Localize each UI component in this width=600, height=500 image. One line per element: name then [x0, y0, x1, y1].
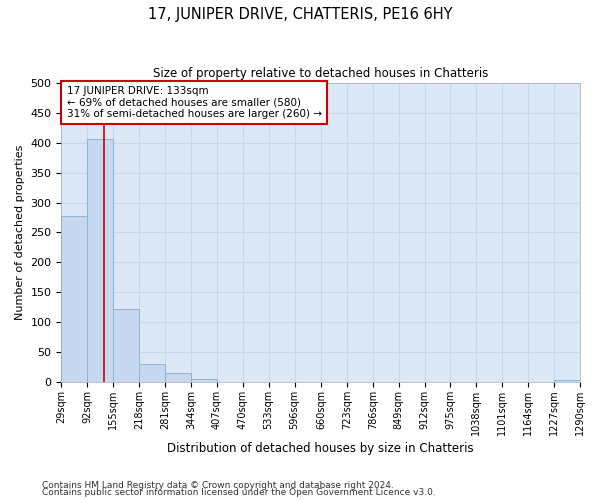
Text: 17 JUNIPER DRIVE: 133sqm
← 69% of detached houses are smaller (580)
31% of semi-: 17 JUNIPER DRIVE: 133sqm ← 69% of detach… — [67, 86, 322, 119]
Bar — [165, 373, 191, 382]
Bar — [113, 310, 139, 382]
Text: 17, JUNIPER DRIVE, CHATTERIS, PE16 6HY: 17, JUNIPER DRIVE, CHATTERIS, PE16 6HY — [148, 8, 452, 22]
Y-axis label: Number of detached properties: Number of detached properties — [15, 144, 25, 320]
Bar — [61, 216, 88, 382]
Text: Contains public sector information licensed under the Open Government Licence v3: Contains public sector information licen… — [42, 488, 436, 497]
Bar — [139, 364, 165, 382]
Bar — [191, 380, 217, 382]
Text: Contains HM Land Registry data © Crown copyright and database right 2024.: Contains HM Land Registry data © Crown c… — [42, 480, 394, 490]
Title: Size of property relative to detached houses in Chatteris: Size of property relative to detached ho… — [153, 68, 488, 80]
X-axis label: Distribution of detached houses by size in Chatteris: Distribution of detached houses by size … — [167, 442, 474, 455]
Bar — [88, 138, 113, 382]
Bar — [554, 380, 580, 382]
